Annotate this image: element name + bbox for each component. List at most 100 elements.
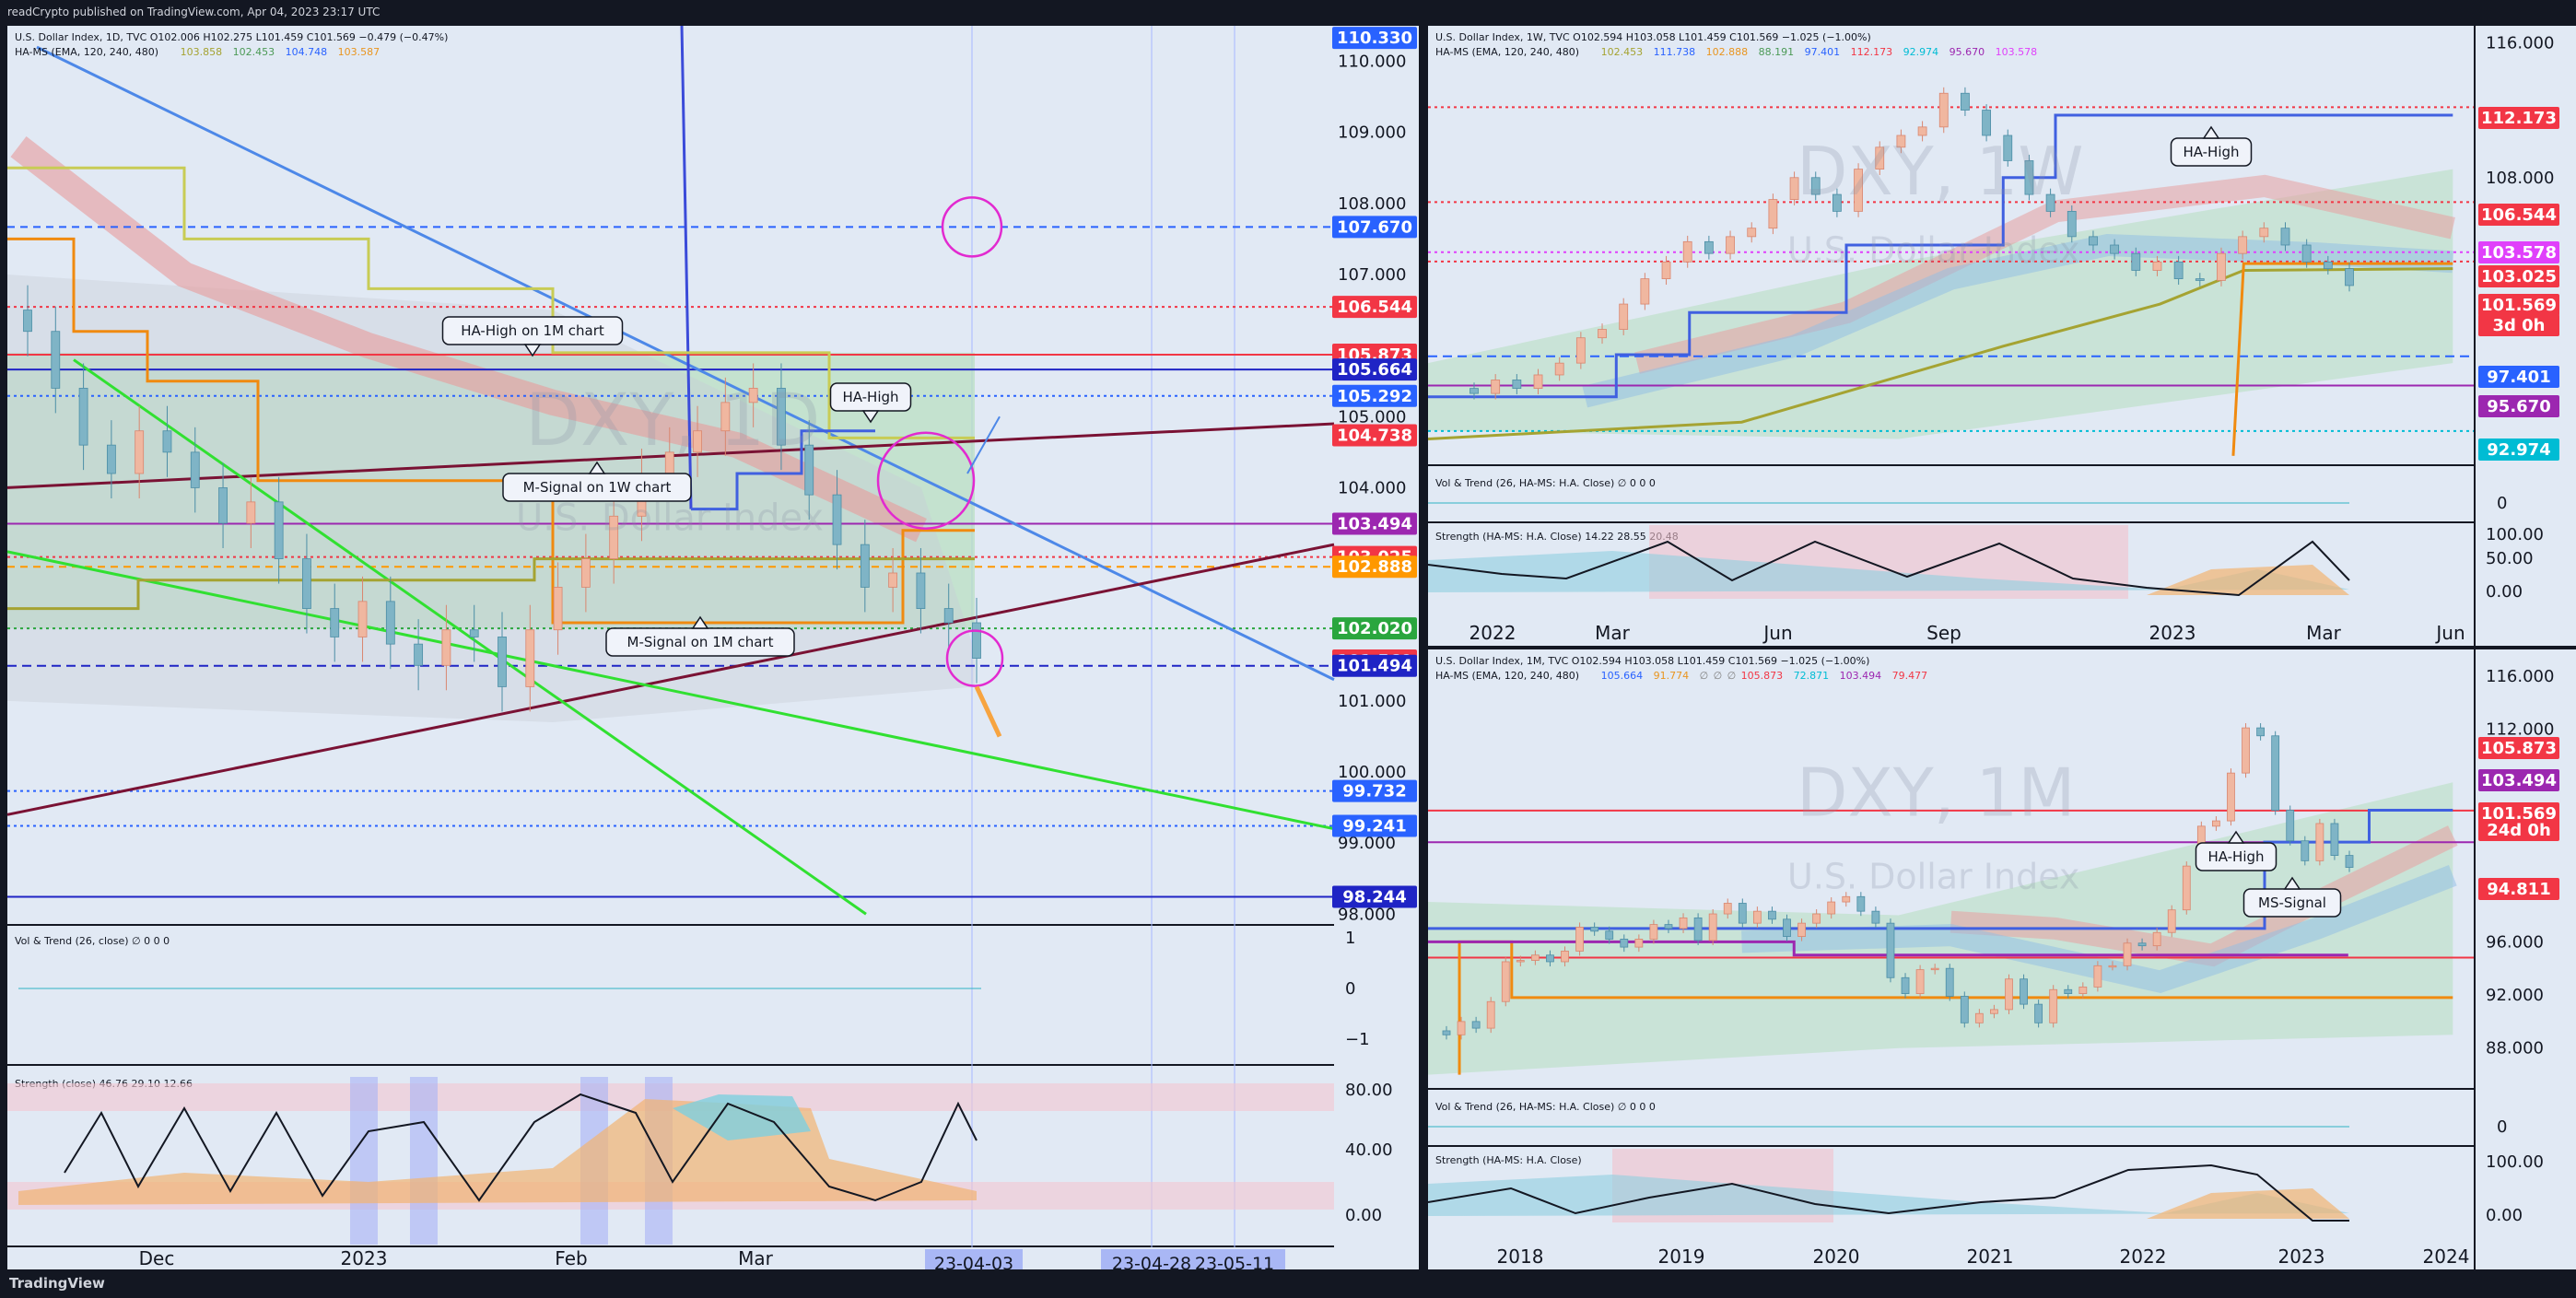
strength-axis-tick: 0.00 — [1345, 1206, 1382, 1225]
callout-m-signal-1m-pointer — [691, 615, 709, 629]
price-axis-tick: 101.000 — [1338, 692, 1406, 711]
price-axis-tick: 108.000 — [1338, 194, 1406, 214]
candle-body — [1491, 380, 1501, 394]
price-tag: 104.738 — [1337, 426, 1412, 445]
candle-body — [2108, 965, 2117, 968]
time-axis-label: Feb — [555, 1247, 587, 1269]
candle-body — [1679, 917, 1688, 930]
strength-area — [2147, 1188, 2349, 1219]
daily-chart-panel[interactable]: DXY, 1D U.S. Dollar Index HA-High on 1M ch… — [0, 26, 1426, 1269]
price-tag-bg — [1332, 814, 1417, 837]
candle-body — [1575, 337, 1586, 364]
ma-value: 105.664 — [1601, 670, 1644, 682]
candle-body — [1856, 895, 1866, 912]
weekly-chart-panel[interactable]: DXY, 1W U.S. Dollar Index HA-High 116.000 10… — [1428, 26, 2576, 646]
price-tag: 98.244 — [1342, 887, 1406, 906]
candle-body — [1516, 960, 1525, 963]
candle-body — [1945, 967, 1954, 997]
candle-body — [1554, 362, 1564, 376]
candle-body — [2137, 942, 2147, 947]
vol-pane — [1428, 1090, 2474, 1145]
candle-body — [330, 608, 340, 637]
price-tag-bg — [1332, 512, 1417, 535]
callout-1-pointer — [2283, 876, 2301, 890]
candle-body — [1982, 110, 1991, 136]
price-tag: 110.330 — [1337, 29, 1412, 48]
price-tag: 105.292 — [1337, 387, 1412, 406]
candle-body — [2005, 978, 2013, 1011]
candle-body — [246, 501, 256, 524]
price-tag: 97.401 — [2487, 368, 2550, 387]
candle-body — [2024, 160, 2034, 195]
candle-body — [1634, 939, 1644, 948]
price-tag: 103.025 — [2481, 267, 2557, 286]
watermark-big: DXY, 1W — [1797, 133, 2084, 210]
candle-body — [1530, 954, 1540, 961]
step-line — [1428, 267, 2453, 441]
price-axis-tick: 100.000 — [1338, 763, 1406, 782]
strength-label: Strength (HA-MS: H.A. Close) — [1435, 1154, 1582, 1166]
candle-body — [693, 430, 702, 453]
vol-axis-tick: 0 — [1345, 979, 1355, 999]
price-tag-bg — [1332, 296, 1417, 319]
candle-body — [1783, 918, 1791, 937]
candle-body — [1469, 388, 1479, 394]
candle-body — [23, 310, 32, 333]
ma-value: 103.858 — [181, 46, 223, 58]
highlight-column — [350, 1077, 378, 1245]
candle-body — [2049, 988, 2058, 1023]
candle-body — [2345, 268, 2354, 286]
candle-body — [2173, 261, 2184, 280]
price-tag: 101.569 — [2481, 296, 2557, 315]
ma-value: 102.453 — [233, 46, 275, 58]
price-tag-bg — [1332, 27, 1417, 50]
candle-body — [2152, 261, 2162, 271]
price-tag-bg — [2478, 366, 2559, 388]
candle-body — [2301, 840, 2310, 861]
strength-cyan-area — [673, 1094, 811, 1140]
price-tag-bg — [1332, 555, 1417, 579]
step-line — [1428, 940, 2348, 957]
candle-body — [553, 587, 563, 631]
time-axis-label: Jun — [1762, 622, 1792, 644]
ma-value: 92.974 — [1903, 46, 1939, 58]
cloud-band — [7, 275, 975, 722]
candle-body — [2227, 772, 2235, 822]
strength-axis-tick: 40.00 — [1345, 1140, 1393, 1160]
publisher-bar: readCrypto published on TradingView.com,… — [0, 0, 2576, 26]
price-tag: 103.494 — [1337, 514, 1412, 533]
candle-body — [1886, 922, 1895, 978]
time-axis-label: 2023 — [2278, 1245, 2325, 1268]
candle-body — [1682, 240, 1692, 263]
down-arrow — [974, 685, 1002, 738]
watermark-big: DXY, 1M — [1797, 754, 2075, 831]
date-badge: 23-04-03 — [934, 1254, 1013, 1269]
candle-body — [1915, 969, 1925, 994]
candle-body — [1590, 927, 1599, 932]
price-tag: 105.873 — [2481, 739, 2557, 758]
candle-body — [720, 402, 731, 432]
candle-body — [1561, 951, 1569, 963]
candle-body — [2195, 278, 2205, 281]
candle-body — [2003, 134, 2013, 161]
candle-body — [2330, 823, 2339, 856]
time-axis-label: 2023 — [341, 1247, 388, 1269]
monthly-chart-panel[interactable]: DXY, 1M U.S. Dollar Index HA-High MS-Signal… — [1428, 649, 2576, 1269]
candle-body — [1961, 92, 1970, 111]
vol-label: Vol & Trend (26, HA-MS: H.A. Close) ∅ 0 … — [1435, 1101, 1656, 1113]
ma-value: ∅ — [1714, 670, 1723, 682]
price-axis-tick: 92.000 — [2486, 986, 2544, 1005]
price-tag-bg — [2478, 241, 2559, 263]
price-tag: 24d 0h — [2487, 821, 2551, 840]
price-tag: 105.664 — [1337, 360, 1412, 380]
tradingview-footer: TradingView — [0, 1269, 2576, 1298]
candle-body — [162, 430, 172, 453]
candle-body — [1896, 134, 1906, 148]
time-axis-label: Mar — [2306, 622, 2342, 644]
strength-area — [2147, 565, 2349, 595]
time-axis-label: 2024 — [2423, 1245, 2470, 1268]
candle-body — [1598, 329, 1607, 339]
candle-body — [2345, 855, 2354, 868]
tradingview-logo[interactable]: TradingView — [9, 1275, 105, 1292]
price-axis-tick: 98.000 — [1338, 905, 1396, 924]
